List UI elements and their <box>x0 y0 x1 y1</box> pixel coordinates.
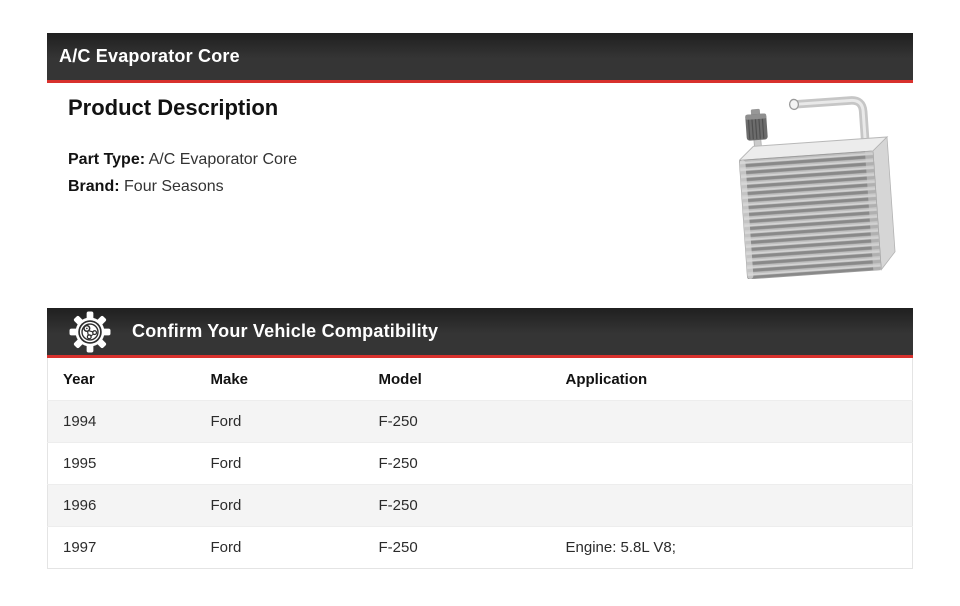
cell-make: Ford <box>210 497 242 514</box>
header-row: Year Make Model Application <box>47 358 913 401</box>
table-row: 1994 Ford F-250 <box>47 400 913 443</box>
evaporator-core-illustration <box>737 96 896 280</box>
cell-make: Ford <box>210 455 242 472</box>
cell-application <box>551 485 913 527</box>
cell-make: Ford <box>210 539 242 556</box>
part-type-value: A/C Evaporator Core <box>148 151 298 168</box>
col-application: Application <box>550 358 913 401</box>
cell-make: Ford <box>210 413 242 430</box>
cell-year: 1995 <box>63 455 97 472</box>
cell-application: Engine: 5.8L V8; <box>565 539 676 556</box>
product-fields: Part Type: A/C Evaporator Core Brand: Fo… <box>68 146 297 200</box>
brand-field: Brand: Four Seasons <box>68 173 297 200</box>
fitment-table: Year Make Model Application 1994 Ford F-25… <box>47 358 913 569</box>
compatibility-title: Confirm Your Vehicle Compatibility <box>132 321 439 341</box>
table-row: 1997 Ford F-250 Engine: 5.8L V8; <box>47 526 913 569</box>
part-type-field: Part Type: A/C Evaporator Core <box>68 146 297 173</box>
cell-year: 1994 <box>63 413 97 430</box>
evaporator-core-image <box>737 87 897 280</box>
product-title-bar: A/C Evaporator Core <box>47 33 913 83</box>
product-title: A/C Evaporator Core <box>59 46 240 66</box>
part-type-label: Part Type: <box>68 151 146 168</box>
product-description-section: Product Description Part Type: A/C Evapo… <box>47 83 913 308</box>
col-model: Model <box>363 358 551 401</box>
compatibility-title-bar: Confirm Your Vehicle Compatibility <box>47 308 913 358</box>
product-description-heading: Product Description <box>68 95 279 120</box>
cell-year: 1997 <box>63 539 97 556</box>
fitment-table-header: Year Make Model Application <box>47 358 913 401</box>
col-year: Year <box>47 358 196 401</box>
brand-value: Four Seasons <box>124 178 224 195</box>
listing-description: A/C Evaporator Core Product Description … <box>47 33 913 569</box>
cell-year: 1996 <box>63 497 97 514</box>
table-row: 1996 Ford F-250 <box>47 484 913 527</box>
fitment-table-body: 1994 Ford F-250 1995 Ford F-250 1996 Ford F-250 1… <box>47 400 913 569</box>
table-row: 1995 Ford F-250 <box>47 442 913 485</box>
gear-icon <box>69 311 111 353</box>
cell-model: F-250 <box>378 497 418 514</box>
col-make: Make <box>195 358 364 401</box>
cell-application <box>551 443 913 485</box>
cell-model: F-250 <box>378 413 418 430</box>
cell-model: F-250 <box>378 455 418 472</box>
brand-label: Brand: <box>68 178 120 195</box>
cell-application <box>551 401 913 443</box>
cell-model: F-250 <box>378 539 418 556</box>
